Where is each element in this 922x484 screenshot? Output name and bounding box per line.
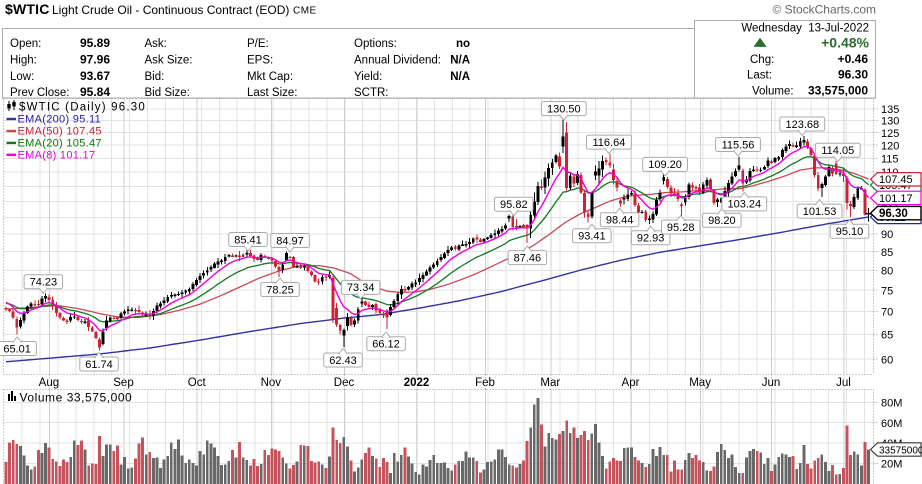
- svg-text:73.34: 73.34: [347, 282, 375, 294]
- svg-text:65.01: 65.01: [3, 343, 31, 355]
- svg-text:$WTIC (Daily) 96.30: $WTIC (Daily) 96.30: [19, 102, 146, 114]
- svg-text:130.50: 130.50: [547, 103, 581, 115]
- svg-text:85: 85: [881, 247, 893, 259]
- svg-text:+0.48%: +0.48%: [821, 34, 869, 50]
- svg-text:114.05: 114.05: [821, 145, 854, 157]
- svg-text:Oct: Oct: [188, 377, 207, 389]
- svg-text:78.25: 78.25: [266, 284, 294, 296]
- svg-text:130: 130: [881, 116, 899, 128]
- svg-text:107.45: 107.45: [879, 174, 913, 186]
- svg-text:N/A: N/A: [450, 54, 470, 66]
- svg-text:Options:: Options:: [354, 38, 397, 50]
- svg-text:Light Crude Oil - Continuous C: Light Crude Oil - Continuous Contract (E…: [52, 3, 289, 17]
- svg-text:20M: 20M: [881, 459, 902, 471]
- svg-text:95.89: 95.89: [80, 36, 110, 50]
- svg-text:115: 115: [881, 154, 899, 166]
- svg-text:65: 65: [881, 330, 893, 342]
- svg-text:93.67: 93.67: [80, 69, 110, 83]
- svg-text:135: 135: [881, 104, 899, 116]
- svg-text:80M: 80M: [881, 398, 902, 410]
- svg-text:33575000: 33575000: [879, 445, 922, 456]
- svg-text:84.97: 84.97: [276, 235, 304, 247]
- svg-text:Feb: Feb: [475, 377, 495, 389]
- svg-text:98.20: 98.20: [708, 215, 736, 227]
- svg-text:115.56: 115.56: [722, 139, 755, 151]
- svg-text:P/E:: P/E:: [247, 38, 269, 50]
- svg-text:Prev Close:: Prev Close:: [10, 87, 69, 99]
- svg-text:EMA(200) 95.11: EMA(200) 95.11: [18, 114, 101, 126]
- svg-text:Ask Size:: Ask Size:: [145, 54, 193, 66]
- svg-text:2022: 2022: [404, 377, 430, 389]
- svg-text:Last:: Last:: [747, 70, 772, 82]
- svg-text:109.20: 109.20: [648, 159, 682, 171]
- svg-text:Jun: Jun: [762, 377, 781, 389]
- svg-text:Volume:: Volume:: [752, 85, 794, 97]
- svg-text:Annual Dividend:: Annual Dividend:: [354, 54, 441, 66]
- svg-text:Sep: Sep: [113, 377, 133, 389]
- svg-text:95.84: 95.84: [80, 85, 110, 99]
- svg-text:EMA(50) 107.45: EMA(50) 107.45: [18, 126, 102, 138]
- svg-text:85.41: 85.41: [234, 234, 262, 246]
- svg-text:75: 75: [881, 285, 893, 297]
- svg-text:60M: 60M: [881, 418, 902, 430]
- svg-text:Apr: Apr: [622, 377, 640, 389]
- svg-text:Mkt Cap:: Mkt Cap:: [247, 71, 293, 83]
- svg-text:90: 90: [881, 229, 893, 241]
- svg-text:Open:: Open:: [10, 38, 41, 50]
- svg-text:93.41: 93.41: [578, 231, 606, 243]
- svg-text:95.10: 95.10: [836, 226, 864, 238]
- svg-text:High:: High:: [10, 54, 37, 66]
- svg-text:N/A: N/A: [450, 71, 470, 83]
- svg-text:© StockCharts.com: © StockCharts.com: [772, 3, 876, 17]
- svg-text:Wednesday 13-Jul-2022: Wednesday 13-Jul-2022: [741, 23, 869, 35]
- svg-text:SCTR:: SCTR:: [354, 87, 389, 99]
- svg-text:May: May: [689, 377, 711, 389]
- svg-text:Chg:: Chg:: [750, 54, 774, 66]
- svg-text:98.44: 98.44: [606, 215, 634, 227]
- svg-text:Jul: Jul: [836, 377, 851, 389]
- svg-text:87.46: 87.46: [514, 252, 542, 264]
- svg-text:Low:: Low:: [10, 71, 34, 83]
- svg-text:80: 80: [881, 266, 893, 278]
- svg-text:66.12: 66.12: [372, 339, 400, 351]
- svg-text:116.64: 116.64: [592, 137, 625, 149]
- svg-text:95.82: 95.82: [500, 199, 528, 211]
- svg-text:125: 125: [881, 128, 899, 140]
- svg-text:Yield:: Yield:: [354, 71, 382, 83]
- svg-text:+0.46: +0.46: [838, 52, 869, 66]
- svg-text:123.68: 123.68: [785, 119, 819, 131]
- svg-text:92.93: 92.93: [637, 233, 665, 245]
- svg-text:120: 120: [881, 140, 899, 152]
- svg-text:61.74: 61.74: [85, 359, 113, 371]
- svg-text:97.96: 97.96: [80, 52, 110, 66]
- svg-text:62.43: 62.43: [329, 355, 357, 367]
- svg-text:96.30: 96.30: [879, 208, 908, 220]
- svg-text:Bid:: Bid:: [145, 71, 165, 83]
- svg-text:74.23: 74.23: [30, 277, 58, 289]
- svg-text:95.28: 95.28: [667, 222, 695, 234]
- svg-text:$WTIC: $WTIC: [5, 1, 50, 17]
- svg-text:60: 60: [881, 354, 893, 366]
- svg-text:Dec: Dec: [334, 377, 355, 389]
- svg-text:Nov: Nov: [261, 377, 282, 389]
- svg-text:EPS:: EPS:: [247, 54, 273, 66]
- svg-text:Ask:: Ask:: [145, 38, 167, 50]
- svg-text:no: no: [456, 38, 470, 50]
- svg-text:101.17: 101.17: [879, 193, 913, 205]
- svg-text:101.53: 101.53: [803, 206, 837, 218]
- svg-text:70: 70: [881, 307, 893, 319]
- svg-text:EMA(8) 101.17: EMA(8) 101.17: [18, 149, 96, 161]
- svg-text:CME: CME: [293, 6, 317, 17]
- svg-text:Last Size:: Last Size:: [247, 87, 298, 99]
- svg-text:Mar: Mar: [540, 377, 560, 389]
- svg-text:33,575,000: 33,575,000: [808, 83, 868, 97]
- svg-text:103.24: 103.24: [727, 199, 761, 211]
- svg-text:Bid Size:: Bid Size:: [145, 87, 190, 99]
- svg-text:Volume 33,575,000: Volume 33,575,000: [20, 391, 133, 405]
- svg-text:EMA(20) 105.47: EMA(20) 105.47: [18, 137, 102, 149]
- svg-text:Aug: Aug: [39, 377, 59, 389]
- svg-text:96.30: 96.30: [838, 68, 868, 82]
